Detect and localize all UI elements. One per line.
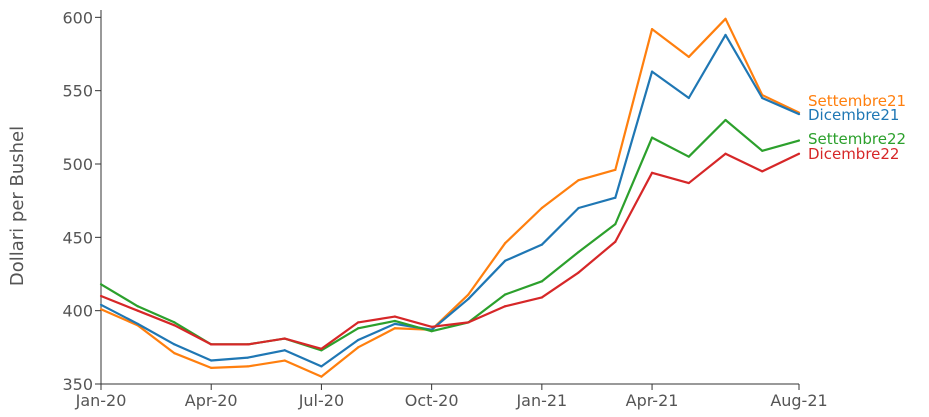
data-point bbox=[393, 327, 396, 330]
data-point bbox=[173, 324, 176, 327]
data-point bbox=[99, 294, 103, 298]
data-point bbox=[761, 170, 764, 173]
data-point bbox=[650, 171, 654, 174]
data-point bbox=[724, 33, 727, 37]
y-axis: 350 400 450 500 550 600 bbox=[62, 8, 102, 394]
data-point bbox=[467, 321, 470, 324]
data-point bbox=[99, 308, 103, 311]
data-point bbox=[467, 293, 470, 296]
data-point bbox=[504, 259, 507, 262]
data-point bbox=[99, 303, 103, 306]
data-point bbox=[210, 366, 213, 369]
series-label-dicembre22: Dicembre22 bbox=[808, 145, 899, 163]
data-point bbox=[467, 297, 470, 301]
data-point bbox=[540, 206, 543, 210]
data-point bbox=[246, 356, 250, 359]
data-point bbox=[614, 168, 617, 171]
x-tick-label: Apr-20 bbox=[185, 391, 238, 410]
data-point bbox=[283, 359, 286, 362]
x-tick-label: Oct-20 bbox=[405, 391, 459, 410]
y-tick-label: 600 bbox=[62, 8, 93, 27]
series-line-settembre21 bbox=[100, 17, 800, 378]
data-point bbox=[357, 321, 360, 324]
data-point bbox=[540, 243, 543, 246]
data-point bbox=[504, 242, 507, 245]
data-point bbox=[136, 305, 139, 308]
data-point bbox=[246, 365, 250, 368]
data-point bbox=[687, 181, 690, 185]
series-label-settembre21: Settembre21 bbox=[808, 92, 906, 110]
data-point bbox=[614, 196, 617, 199]
series-lines bbox=[99, 17, 801, 378]
data-point bbox=[540, 280, 543, 283]
data-point bbox=[577, 250, 580, 254]
x-tick-label: Jul-20 bbox=[298, 391, 344, 410]
data-point bbox=[136, 309, 139, 312]
y-tick-label: 450 bbox=[62, 228, 93, 247]
x-tick-label: Jan-21 bbox=[515, 391, 567, 410]
data-point bbox=[320, 365, 323, 368]
data-point bbox=[210, 343, 213, 346]
data-point bbox=[614, 240, 617, 243]
data-point bbox=[99, 283, 103, 286]
data-point bbox=[687, 96, 690, 100]
data-point bbox=[797, 113, 801, 116]
data-point bbox=[650, 136, 654, 139]
data-point bbox=[173, 352, 176, 355]
data-point bbox=[430, 325, 433, 328]
data-point bbox=[246, 343, 250, 346]
series-label-settembre22: Settembre22 bbox=[808, 130, 906, 148]
data-point bbox=[504, 293, 507, 296]
data-point bbox=[173, 343, 176, 346]
x-tick-label: Aug-21 bbox=[770, 391, 827, 410]
data-point bbox=[136, 322, 139, 325]
x-tick-label: Jan-20 bbox=[75, 391, 127, 410]
data-point bbox=[687, 155, 690, 158]
series-line-dicembre22 bbox=[100, 152, 800, 350]
data-point bbox=[614, 223, 617, 226]
data-point bbox=[357, 327, 360, 330]
y-axis-title: Dollari per Bushel bbox=[7, 126, 28, 286]
x-axis: Jan-20 Apr-20 Jul-20 Oct-20 Jan-21 Apr-21 Aug-… bbox=[75, 383, 828, 410]
data-point bbox=[283, 337, 286, 340]
data-point bbox=[724, 17, 727, 20]
data-point bbox=[724, 152, 727, 155]
data-point bbox=[797, 139, 801, 142]
data-point bbox=[504, 305, 507, 308]
y-tick-label: 550 bbox=[62, 82, 93, 101]
data-point bbox=[210, 359, 213, 362]
data-point bbox=[393, 322, 396, 325]
data-point bbox=[577, 271, 580, 274]
data-point bbox=[687, 55, 690, 59]
y-tick-label: 500 bbox=[62, 155, 93, 174]
data-point bbox=[357, 346, 360, 349]
data-point bbox=[393, 315, 396, 318]
data-point bbox=[797, 152, 801, 155]
data-point bbox=[320, 375, 323, 378]
y-tick-label: 400 bbox=[62, 302, 93, 321]
data-point bbox=[761, 96, 764, 100]
series-line-dicembre21 bbox=[100, 33, 800, 368]
data-point bbox=[540, 296, 543, 299]
data-point bbox=[724, 118, 727, 122]
data-point bbox=[761, 149, 764, 152]
data-point bbox=[357, 338, 360, 342]
data-point bbox=[577, 206, 580, 210]
data-point bbox=[393, 319, 396, 323]
data-point bbox=[320, 347, 323, 350]
data-point bbox=[650, 70, 654, 73]
data-point bbox=[577, 179, 580, 182]
data-point bbox=[283, 349, 286, 352]
series-label-dicembre21: Dicembre21 bbox=[808, 106, 899, 124]
data-point bbox=[650, 27, 654, 31]
x-tick-label: Apr-21 bbox=[626, 391, 679, 410]
y-tick-label: 350 bbox=[62, 375, 93, 394]
data-point bbox=[173, 321, 176, 324]
data-point bbox=[430, 330, 433, 333]
